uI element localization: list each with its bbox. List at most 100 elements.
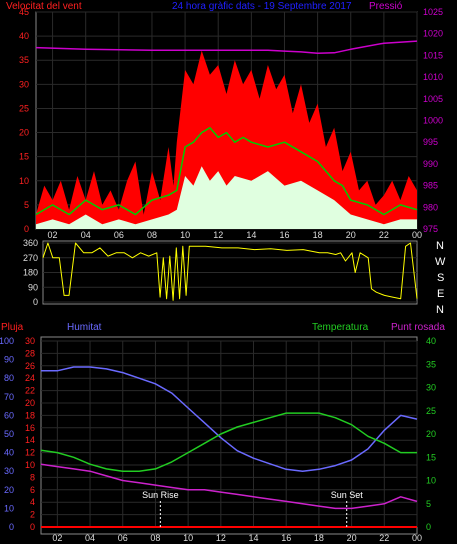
grid-lines [36,11,418,528]
rain-y-tick: 22 [25,386,35,396]
wind-x-tick: 00 [412,230,422,240]
data-series [35,40,418,528]
pressure-y-tick: 990 [423,159,438,169]
pressure-y-tick: 1025 [423,7,443,17]
wind-speed-label: Velocitat del vent [6,1,82,12]
rain-y-tick: 20 [25,398,35,408]
humidity-y-tick: 10 [4,503,14,513]
direction-y-tick: 360 [23,238,38,248]
rain-y-tick: 30 [25,336,35,346]
climate-x-tick: 22 [379,533,389,543]
humidity-y-tick: 30 [4,466,14,476]
climate-panel-frame [40,336,418,535]
temperature-line [40,412,417,472]
rain-y-tick: 18 [25,410,35,420]
dir-letter-n-top: N [436,240,444,252]
wind-y-tick: 5 [24,200,29,210]
rain-y-tick: 6 [30,485,35,495]
wind-direction-line [42,242,418,301]
wind-y-tick: 20 [19,128,29,138]
rain-label: Pluja [1,322,24,333]
pressure-y-tick: 1015 [423,50,443,60]
humidity-y-tick: 40 [4,448,14,458]
wind-y-tick: 25 [19,103,29,113]
wind-y-tick: 35 [19,55,29,65]
wind-x-tick: 12 [213,230,223,240]
rain-y-tick: 14 [25,435,35,445]
pressure-y-tick: 1005 [423,94,443,104]
pressure-y-tick: 1000 [423,116,443,126]
humidity-label: Humitat [67,322,102,333]
dir-letter-n-bottom: N [436,304,444,316]
pressure-y-tick: 980 [423,202,438,212]
rain-y-tick: 28 [25,348,35,358]
humidity-y-tick: 50 [4,429,14,439]
wind-x-tick: 20 [346,230,356,240]
dir-letter-w: W [435,256,446,268]
wind-x-tick: 16 [279,230,289,240]
wind-x-tick: 14 [246,230,256,240]
climate-x-tick: 04 [85,533,95,543]
climate-x-tick: 16 [281,533,291,543]
wind-x-tick: 22 [379,230,389,240]
climate-x-tick: 12 [216,533,226,543]
pressure-y-tick: 1010 [423,72,443,82]
climate-x-tick: 02 [52,533,62,543]
rain-y-tick: 16 [25,423,35,433]
direction-y-tick: 270 [23,253,38,263]
pressure-y-tick: 995 [423,137,438,147]
wind-lull-area [36,166,417,229]
pressure-y-tick: 1020 [423,29,443,39]
wind-x-tick: 06 [114,230,124,240]
wind-average-line [35,126,418,216]
sunrise-label: Sun Rise [142,490,179,500]
wind-y-tick: 40 [19,31,29,41]
dir-letter-e: E [437,288,444,300]
climate-x-tick: 00 [412,533,422,543]
direction-y-tick: 180 [23,268,38,278]
climate-x-tick: 18 [314,533,324,543]
temperature-y-tick: 10 [426,476,436,486]
humidity-y-tick: 70 [4,392,14,402]
rain-y-tick: 0 [30,522,35,532]
humidity-y-tick: 100 [0,336,14,346]
rain-y-tick: 26 [25,361,35,371]
direction-y-tick: 90 [28,282,38,292]
climate-x-tick: 08 [150,533,160,543]
tick-labels: 0510152025303540459759809859909951000100… [0,7,443,543]
wind-y-tick: 45 [19,7,29,17]
pressure-label: Pressió [369,1,403,12]
humidity-y-tick: 0 [9,522,14,532]
pressure-y-tick: 985 [423,181,438,191]
chart-title: 24 hora gràfic dats - 19 Septembre 2017 [172,1,352,12]
temperature-y-tick: 15 [426,452,436,462]
wind-y-tick: 30 [19,79,29,89]
temperature-label: Temperatura [312,322,369,333]
humidity-y-tick: 20 [4,485,14,495]
rain-y-tick: 12 [25,448,35,458]
wind-x-tick: 04 [81,230,91,240]
wind-x-tick: 08 [147,230,157,240]
dewpoint-line [40,463,418,510]
temperature-y-tick: 25 [426,406,436,416]
climate-x-tick: 10 [183,533,193,543]
temperature-y-tick: 20 [426,429,436,439]
temperature-y-tick: 0 [426,522,431,532]
temperature-y-tick: 5 [426,499,431,509]
dir-letter-s: S [437,272,444,284]
wind-y-tick: 0 [24,224,29,234]
climate-x-tick: 06 [118,533,128,543]
pressure-y-tick: 975 [423,224,438,234]
humidity-y-tick: 90 [4,355,14,365]
wind-y-tick: 10 [19,176,29,186]
climate-x-tick: 20 [347,533,357,543]
humidity-y-tick: 60 [4,410,14,420]
climate-x-tick: 14 [249,533,259,543]
wind-x-tick: 10 [180,230,190,240]
dewpoint-label: Punt rosada [391,322,445,333]
rain-y-tick: 8 [30,472,35,482]
direction-y-tick: 0 [33,297,38,307]
rain-y-tick: 10 [25,460,35,470]
temperature-y-tick: 30 [426,383,436,393]
